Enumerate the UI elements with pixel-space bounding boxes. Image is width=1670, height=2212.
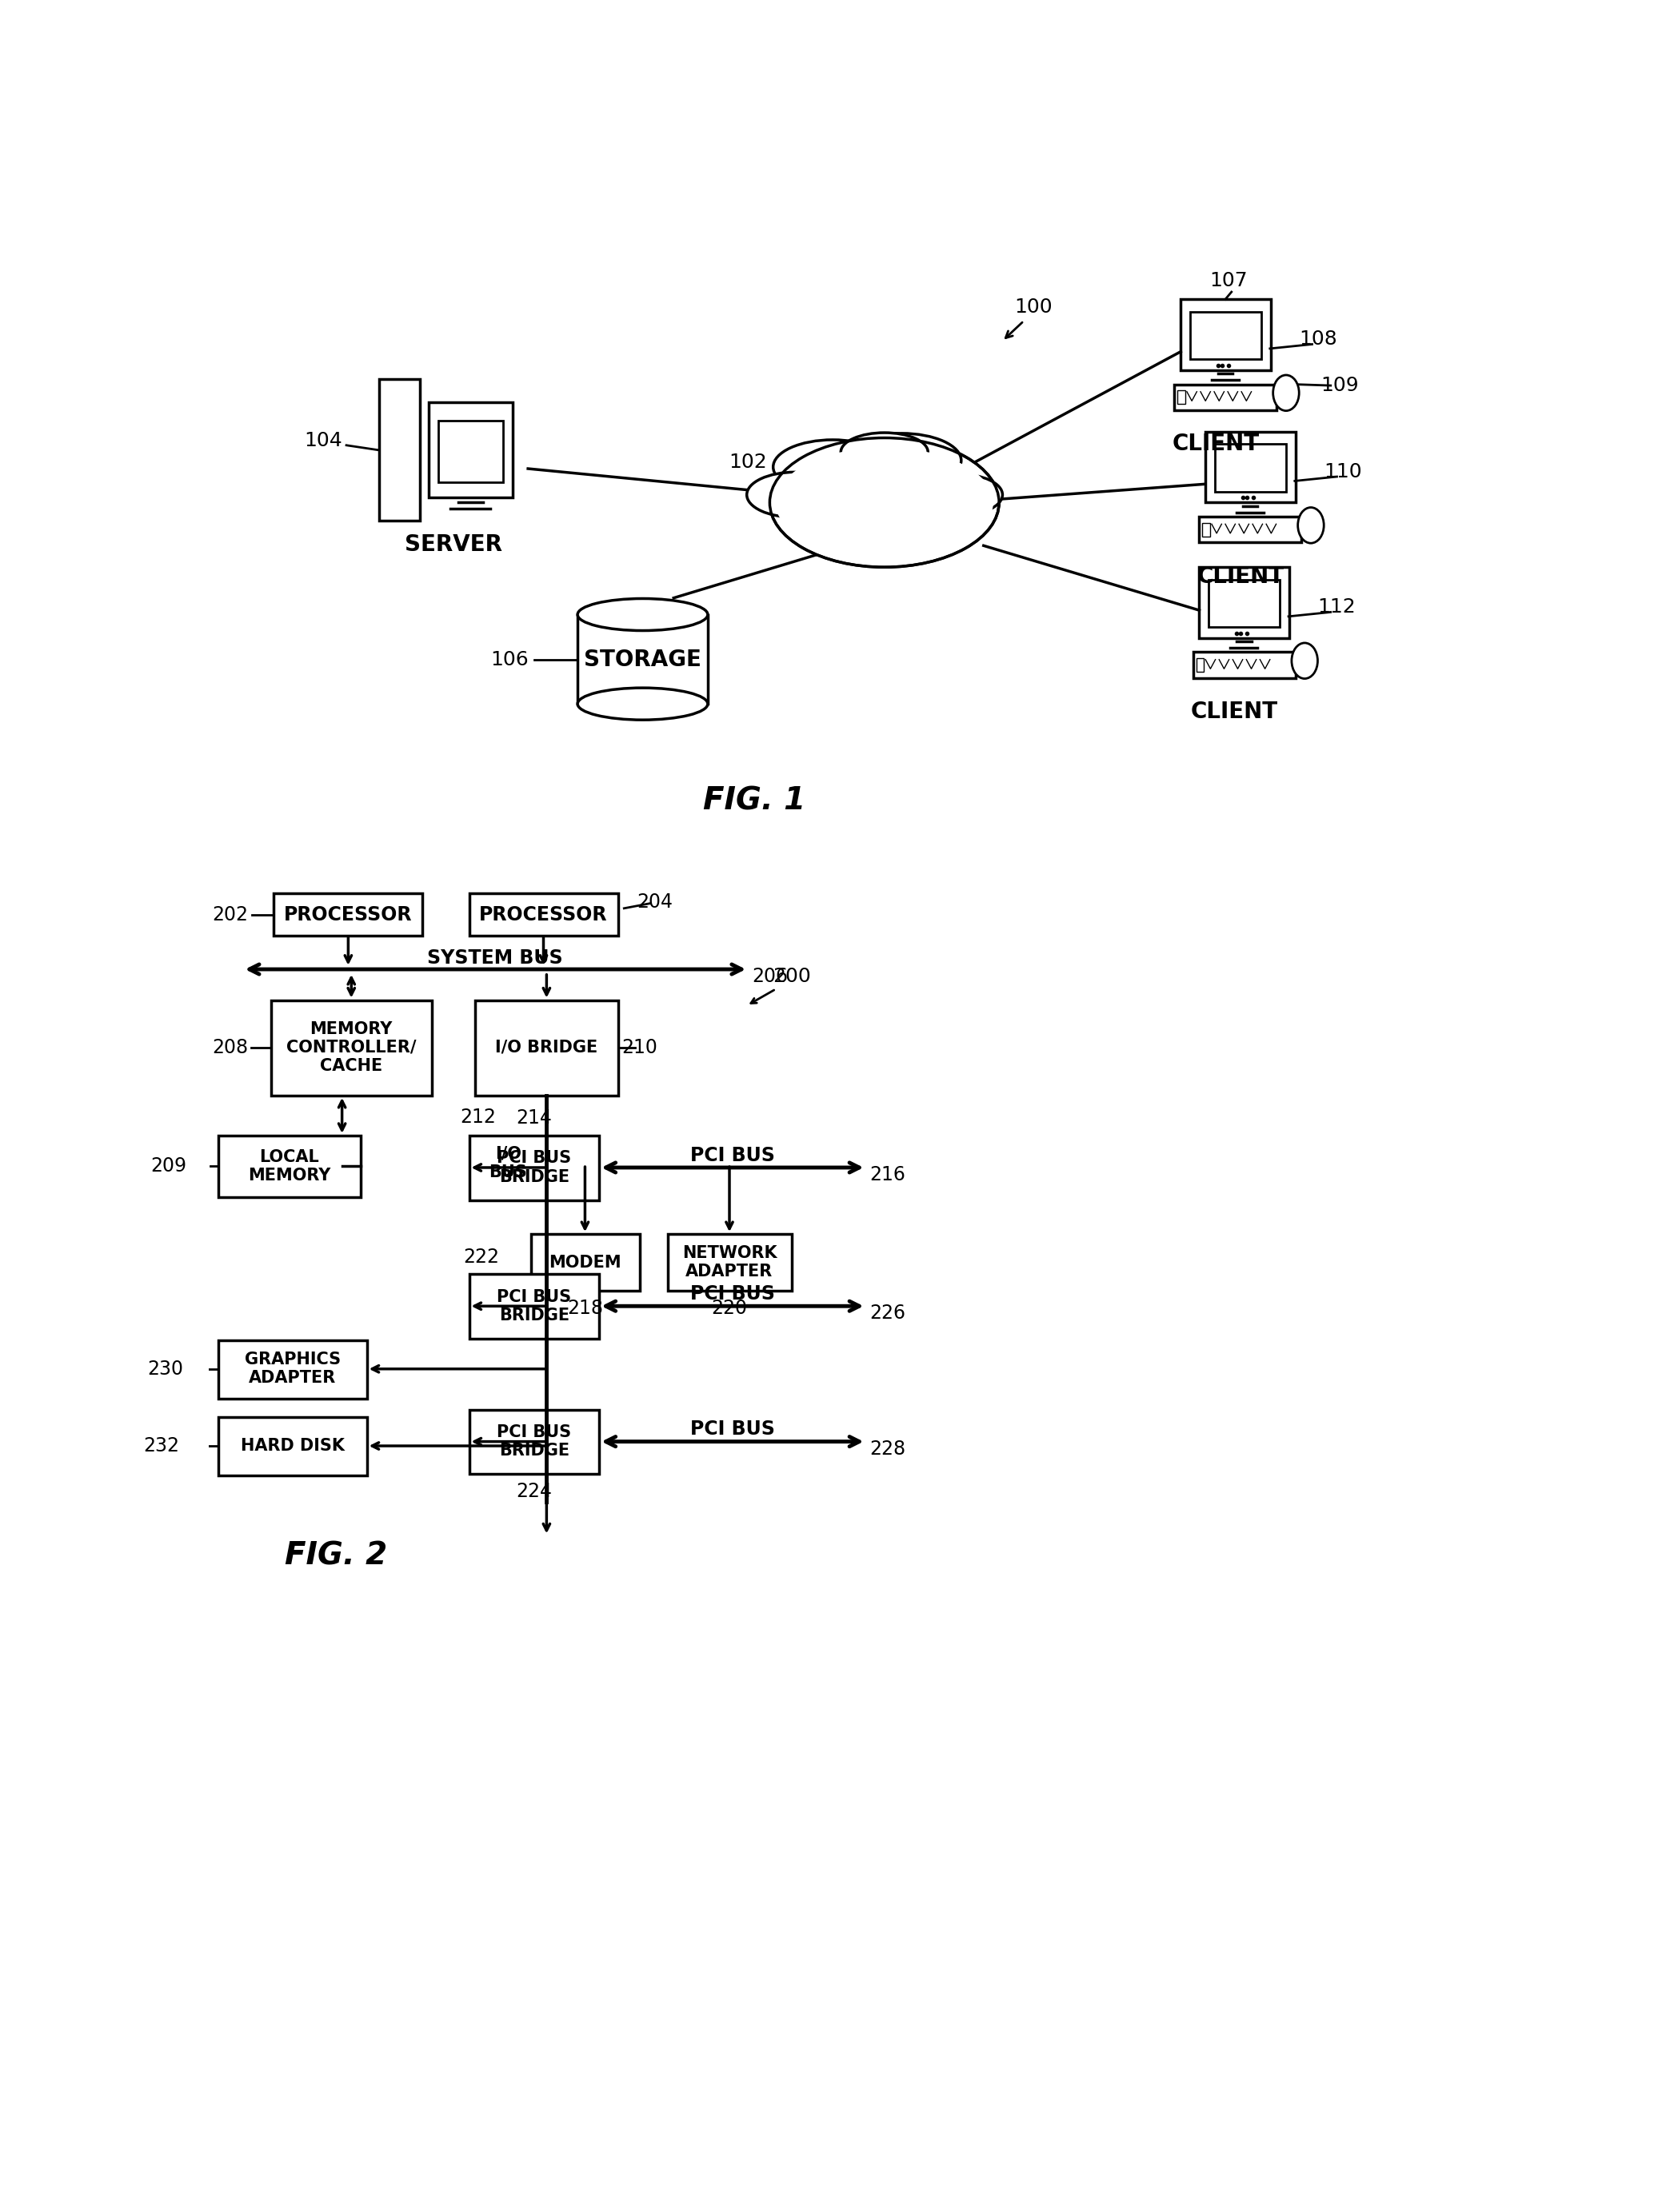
FancyBboxPatch shape — [1192, 653, 1296, 679]
Text: PCI BUS
BRIDGE: PCI BUS BRIDGE — [498, 1150, 571, 1186]
FancyBboxPatch shape — [219, 1418, 367, 1475]
Text: 212: 212 — [461, 1108, 496, 1126]
Text: NETWORK: NETWORK — [822, 491, 947, 513]
FancyBboxPatch shape — [469, 894, 618, 936]
FancyBboxPatch shape — [1191, 312, 1261, 358]
Ellipse shape — [915, 473, 1002, 515]
FancyBboxPatch shape — [219, 1135, 361, 1197]
Text: 106: 106 — [491, 650, 528, 670]
FancyBboxPatch shape — [1174, 385, 1278, 409]
FancyBboxPatch shape — [274, 894, 423, 936]
Text: FIG. 2: FIG. 2 — [284, 1542, 387, 1571]
FancyBboxPatch shape — [578, 615, 708, 703]
Text: LOCAL
MEMORY: LOCAL MEMORY — [247, 1148, 331, 1183]
Text: CLIENT: CLIENT — [1197, 566, 1284, 588]
FancyBboxPatch shape — [1199, 518, 1301, 542]
Text: 232: 232 — [144, 1436, 179, 1455]
FancyBboxPatch shape — [1177, 392, 1186, 405]
Text: I/O
BUS: I/O BUS — [489, 1146, 528, 1181]
Text: SERVER: SERVER — [404, 533, 503, 555]
Text: PCI BUS
BRIDGE: PCI BUS BRIDGE — [498, 1425, 571, 1460]
Text: 220: 220 — [711, 1298, 748, 1318]
Text: 226: 226 — [870, 1303, 905, 1323]
FancyBboxPatch shape — [1199, 566, 1289, 637]
Text: PCI BUS: PCI BUS — [690, 1285, 775, 1303]
Text: 224: 224 — [516, 1482, 553, 1502]
Ellipse shape — [840, 434, 929, 471]
Text: MODEM: MODEM — [549, 1254, 621, 1270]
Text: FIG. 1: FIG. 1 — [703, 785, 805, 816]
Ellipse shape — [773, 440, 892, 493]
FancyBboxPatch shape — [1196, 659, 1204, 672]
Ellipse shape — [1298, 507, 1324, 544]
Text: 202: 202 — [212, 905, 249, 925]
Text: 200: 200 — [772, 967, 810, 987]
Text: 109: 109 — [1321, 376, 1359, 396]
FancyBboxPatch shape — [219, 1340, 367, 1398]
Text: GRAPHICS
ADAPTER: GRAPHICS ADAPTER — [244, 1352, 341, 1387]
FancyBboxPatch shape — [1209, 580, 1279, 626]
Text: PROCESSOR: PROCESSOR — [479, 905, 608, 925]
Ellipse shape — [1291, 644, 1318, 679]
Ellipse shape — [1273, 376, 1299, 411]
Text: 108: 108 — [1299, 330, 1338, 349]
Text: STORAGE: STORAGE — [584, 648, 701, 670]
FancyBboxPatch shape — [1214, 445, 1286, 491]
Text: 209: 209 — [150, 1157, 187, 1177]
FancyBboxPatch shape — [379, 380, 419, 522]
FancyBboxPatch shape — [1206, 431, 1296, 502]
FancyBboxPatch shape — [469, 1135, 600, 1201]
FancyBboxPatch shape — [1202, 522, 1209, 535]
Text: PROCESSOR: PROCESSOR — [284, 905, 412, 925]
Text: PCI BUS
BRIDGE: PCI BUS BRIDGE — [498, 1290, 571, 1323]
Text: 100: 100 — [1014, 299, 1052, 316]
Text: 218: 218 — [568, 1298, 603, 1318]
Ellipse shape — [578, 599, 708, 630]
Text: 222: 222 — [464, 1248, 499, 1267]
Text: CLIENT: CLIENT — [1191, 701, 1278, 723]
FancyBboxPatch shape — [469, 1409, 600, 1473]
Ellipse shape — [770, 438, 999, 566]
Text: 110: 110 — [1324, 462, 1363, 482]
Text: 204: 204 — [636, 894, 673, 911]
Text: 208: 208 — [212, 1037, 249, 1057]
FancyBboxPatch shape — [469, 1274, 600, 1338]
Text: 216: 216 — [870, 1166, 905, 1186]
Ellipse shape — [578, 688, 708, 719]
Text: 112: 112 — [1318, 597, 1356, 617]
Text: 230: 230 — [147, 1360, 184, 1378]
Text: HARD DISK: HARD DISK — [240, 1438, 344, 1453]
FancyBboxPatch shape — [271, 1000, 433, 1095]
FancyBboxPatch shape — [438, 420, 503, 482]
FancyBboxPatch shape — [668, 1234, 792, 1292]
Text: 102: 102 — [728, 453, 767, 471]
Text: 228: 228 — [870, 1440, 905, 1458]
Text: PCI BUS: PCI BUS — [690, 1146, 775, 1166]
Text: I/O BRIDGE: I/O BRIDGE — [496, 1040, 598, 1055]
Text: 214: 214 — [516, 1108, 553, 1128]
Text: 107: 107 — [1209, 272, 1247, 290]
Text: 206: 206 — [752, 967, 788, 987]
Text: 104: 104 — [304, 431, 342, 451]
FancyBboxPatch shape — [1181, 299, 1271, 369]
FancyBboxPatch shape — [476, 1000, 618, 1095]
Text: NETWORK
ADAPTER: NETWORK ADAPTER — [681, 1245, 777, 1281]
Text: SYSTEM BUS: SYSTEM BUS — [428, 949, 563, 969]
Ellipse shape — [775, 447, 994, 557]
FancyBboxPatch shape — [429, 403, 513, 498]
FancyBboxPatch shape — [531, 1234, 640, 1292]
Text: CLIENT: CLIENT — [1172, 434, 1259, 456]
Ellipse shape — [842, 434, 962, 487]
Text: PCI BUS: PCI BUS — [690, 1420, 775, 1438]
Text: 210: 210 — [621, 1037, 658, 1057]
Ellipse shape — [746, 471, 843, 518]
Text: MEMORY
CONTROLLER/
CACHE: MEMORY CONTROLLER/ CACHE — [286, 1022, 416, 1075]
